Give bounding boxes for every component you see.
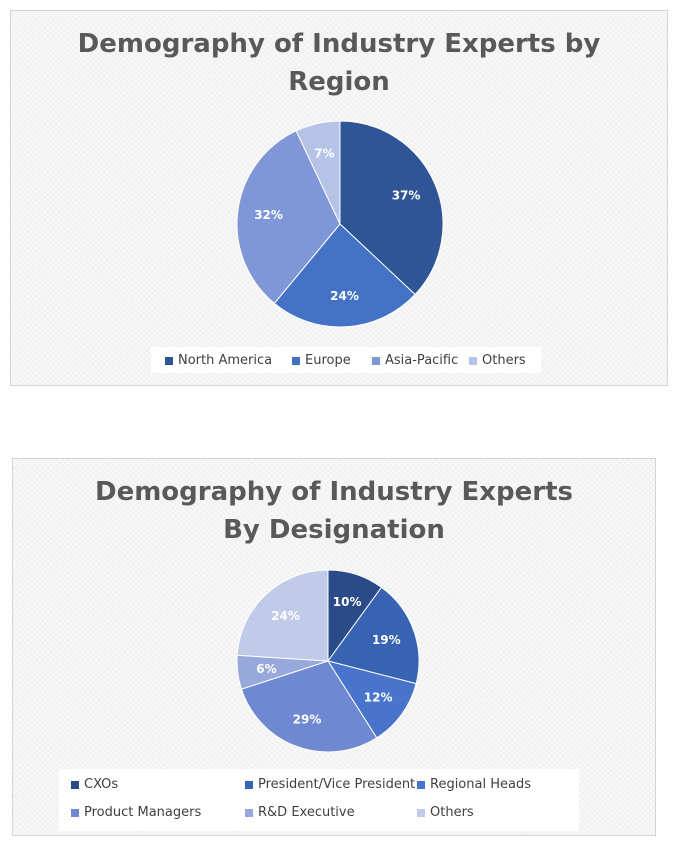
region-chart-panel: Demography of Industry Experts by Region… [10, 10, 668, 386]
legend-swatch [417, 780, 425, 789]
chart-title: Demography of Industry Experts By Design… [94, 477, 574, 545]
legend-swatch [71, 808, 79, 817]
data-label-r-d-executive: 6% [256, 662, 276, 676]
pie-slice-north-america [339, 120, 444, 296]
legend-label: President/Vice President [258, 777, 416, 792]
pie-slice-others [295, 120, 341, 225]
legend-item-europe: Europe [292, 353, 351, 368]
legend-label: Europe [305, 353, 351, 368]
data-label-north-america: 37% [392, 188, 421, 202]
legend-label: Product Managers [84, 805, 202, 820]
data-label-product-managers: 29% [293, 712, 322, 726]
data-label-others: 7% [314, 147, 334, 161]
legend-item-regional-heads: Regional Heads [417, 777, 531, 792]
data-label-others: 24% [271, 609, 300, 623]
legend-item-others: Others [417, 805, 474, 820]
legend-swatch [71, 780, 79, 789]
legend-item-others: Others [469, 353, 526, 368]
legend-swatch [245, 780, 253, 789]
legend-swatch [372, 356, 380, 365]
pie-slice-president-vice-president [327, 586, 420, 685]
designation-legend: CXOs President/Vice President Regional Hea… [59, 769, 579, 831]
legend-label: Others [430, 805, 474, 820]
designation-pie-chart: 10% 19% 12% 29% 6% 24% [236, 569, 420, 753]
legend-item-north-america: North America [165, 353, 272, 368]
legend-label: Asia-Pacific [385, 353, 459, 368]
legend-item-president-vice-president: President/Vice President [245, 777, 415, 792]
region-legend: North America Europe Asia-Pacific Others [151, 347, 541, 373]
legend-swatch [417, 808, 425, 817]
legend-label: North America [178, 353, 273, 368]
legend-label: Others [482, 353, 526, 368]
data-label-asia-pacific: 32% [254, 208, 283, 222]
designation-chart-panel: Demography of Industry Experts By Design… [12, 458, 656, 836]
legend-swatch [292, 356, 300, 365]
legend-item-asia-pacific: Asia-Pacific [372, 353, 458, 368]
pie-slice-product-managers [240, 660, 378, 753]
legend-swatch [165, 356, 173, 365]
data-label-europe: 24% [330, 289, 359, 303]
legend-item-r-d-executive: R&D Executive [245, 805, 355, 820]
legend-item-cxos: CXOs [71, 777, 118, 792]
legend-label: R&D Executive [258, 805, 355, 820]
legend-label: Regional Heads [430, 777, 531, 792]
data-label-cxos: 10% [333, 595, 362, 609]
pie-slice-europe [273, 223, 416, 328]
pie-slice-regional-heads [326, 660, 417, 739]
region-pie-chart: 37% 24% 32% 7% [236, 120, 444, 328]
legend-label: CXOs [84, 777, 119, 792]
legend-swatch [245, 808, 253, 817]
pie-slice-asia-pacific [236, 130, 341, 305]
data-label-regional-heads: 12% [364, 690, 393, 704]
legend-swatch [469, 356, 477, 365]
pie-slice-others [236, 569, 329, 662]
chart-title: Demography of Industry Experts by Region [77, 29, 601, 97]
data-label-president-vice-president: 19% [372, 633, 401, 647]
legend-item-product-managers: Product Managers [71, 805, 201, 820]
